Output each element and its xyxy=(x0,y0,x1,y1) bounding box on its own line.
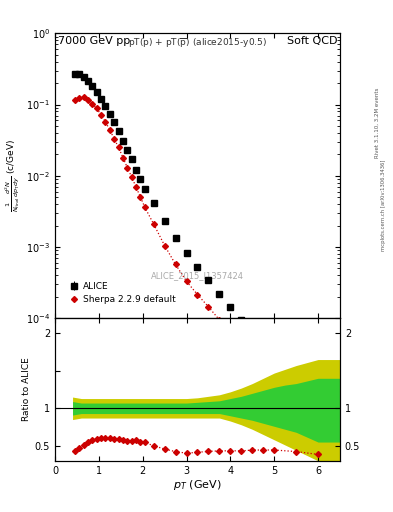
Line: Sherpa 2.2.9 default: Sherpa 2.2.9 default xyxy=(73,95,320,435)
Y-axis label: $\frac{1}{N_{\rm{final}}} \frac{d^2N}{dp_{\rm{T}}dy}$ (c/GeV): $\frac{1}{N_{\rm{final}}} \frac{d^2N}{dp… xyxy=(4,139,22,212)
Sherpa 2.2.9 default xyxy=(143,204,147,210)
Sherpa 2.2.9 default xyxy=(239,343,244,349)
X-axis label: $p_T$ (GeV): $p_T$ (GeV) xyxy=(173,478,222,493)
Sherpa 2.2.9 default xyxy=(184,279,189,285)
Text: Soft QCD: Soft QCD xyxy=(286,36,337,46)
Text: ALICE_2015_I1357424: ALICE_2015_I1357424 xyxy=(151,271,244,280)
Sherpa 2.2.9 default xyxy=(103,119,108,125)
Sherpa 2.2.9 default xyxy=(250,355,255,361)
Sherpa 2.2.9 default xyxy=(121,155,125,161)
Sherpa 2.2.9 default xyxy=(228,330,233,336)
Sherpa 2.2.9 default xyxy=(99,112,103,118)
Sherpa 2.2.9 default xyxy=(81,94,86,100)
Sherpa 2.2.9 default xyxy=(173,261,178,267)
Sherpa 2.2.9 default xyxy=(86,97,90,103)
Sherpa 2.2.9 default xyxy=(316,430,320,436)
Text: pT(p) + pT($\overline{\rm{p}}$) (alice2015-y0.5): pT(p) + pT($\overline{\rm{p}}$) (alice20… xyxy=(128,36,267,50)
Sherpa 2.2.9 default xyxy=(138,194,143,200)
Sherpa 2.2.9 default xyxy=(272,381,277,387)
Sherpa 2.2.9 default xyxy=(116,144,121,151)
Sherpa 2.2.9 default xyxy=(90,100,95,106)
Text: Rivet 3.1.10, 3.2M events: Rivet 3.1.10, 3.2M events xyxy=(375,88,380,158)
Sherpa 2.2.9 default xyxy=(151,221,156,227)
Sherpa 2.2.9 default xyxy=(261,368,266,374)
Sherpa 2.2.9 default xyxy=(217,317,222,323)
Sherpa 2.2.9 default xyxy=(129,174,134,180)
Y-axis label: Ratio to ALICE: Ratio to ALICE xyxy=(22,358,31,421)
Sherpa 2.2.9 default xyxy=(195,291,200,297)
Sherpa 2.2.9 default xyxy=(206,304,211,310)
Sherpa 2.2.9 default xyxy=(125,164,130,170)
Sherpa 2.2.9 default xyxy=(94,105,99,112)
Sherpa 2.2.9 default xyxy=(294,405,298,411)
Sherpa 2.2.9 default xyxy=(107,127,112,133)
Legend: ALICE, Sherpa 2.2.9 default: ALICE, Sherpa 2.2.9 default xyxy=(65,279,180,308)
Text: 7000 GeV pp: 7000 GeV pp xyxy=(58,36,130,46)
Text: mcplots.cern.ch [arXiv:1306.3436]: mcplots.cern.ch [arXiv:1306.3436] xyxy=(381,159,386,250)
Sherpa 2.2.9 default xyxy=(112,136,117,142)
Sherpa 2.2.9 default xyxy=(162,243,167,249)
Sherpa 2.2.9 default xyxy=(72,97,77,103)
Sherpa 2.2.9 default xyxy=(77,95,81,101)
Sherpa 2.2.9 default xyxy=(134,184,138,190)
